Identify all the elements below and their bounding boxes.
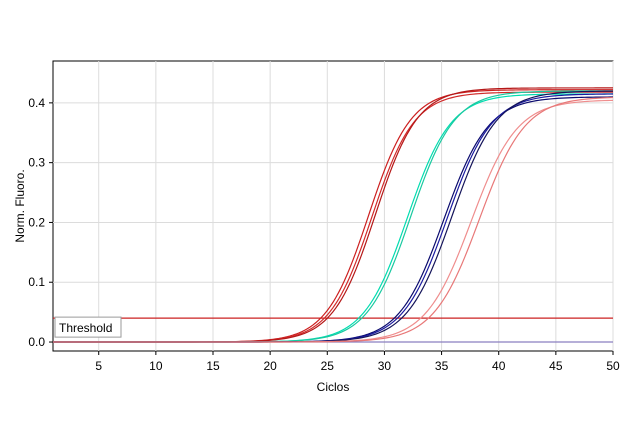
x-tick-label: 15 (206, 359, 220, 373)
threshold: Threshold (53, 316, 613, 338)
y-tick-label: 0.4 (28, 96, 45, 110)
x-tick-label: 50 (606, 359, 620, 373)
y-tick-label: 0.3 (28, 156, 45, 170)
x-tick-label: 20 (263, 359, 277, 373)
x-axis-label: Ciclos (317, 380, 350, 394)
x-tick-label: 45 (549, 359, 563, 373)
y-tick-label: 0.2 (28, 215, 45, 229)
x-tick-label: 5 (95, 359, 102, 373)
x-tick-label: 25 (321, 359, 335, 373)
y-axis-label: Norm. Fluoro. (13, 169, 27, 242)
x-tick-label: 10 (149, 359, 163, 373)
data-series (53, 87, 614, 343)
x-tick-label: 30 (378, 359, 392, 373)
y-tick-label: 0.0 (28, 335, 45, 349)
x-tick-label: 40 (492, 359, 506, 373)
series-line (53, 96, 614, 343)
x-axis-ticks: 5 10 15 20 25 30 35 40 45 50 (95, 351, 620, 373)
y-axis-ticks: 0.0 0.1 0.2 0.3 0.4 (28, 96, 53, 349)
threshold-label-box (54, 316, 122, 338)
y-tick-label: 0.1 (28, 275, 45, 289)
x-tick-label: 35 (435, 359, 449, 373)
threshold-label: Threshold (59, 321, 112, 335)
